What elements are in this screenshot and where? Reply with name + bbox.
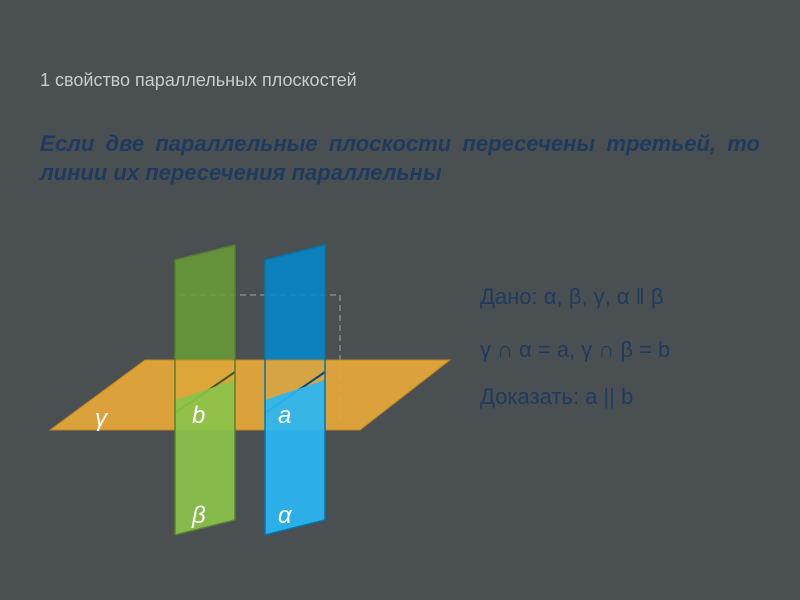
given-line1: Дано: α, β, γ, α ‖ β <box>480 280 770 313</box>
prove-block: Доказать: а || b <box>480 380 770 413</box>
label-line-a: а <box>278 402 291 430</box>
theorem-statement: Если две параллельные плоскости пересече… <box>40 130 760 187</box>
label-line-b: b <box>192 402 205 430</box>
planes-svg <box>40 230 460 560</box>
label-alpha: α <box>278 502 292 530</box>
label-beta: β <box>192 502 206 530</box>
given-line2: γ ∩ α = а, γ ∩ β = b <box>480 333 770 366</box>
page-title: 1 свойство параллельных плоскостей <box>40 70 357 91</box>
given-block: Дано: α, β, γ, α ‖ β γ ∩ α = а, γ ∩ β = … <box>480 280 770 366</box>
label-gamma: γ <box>95 405 107 433</box>
geometry-diagram: γ b а β α <box>40 230 460 560</box>
